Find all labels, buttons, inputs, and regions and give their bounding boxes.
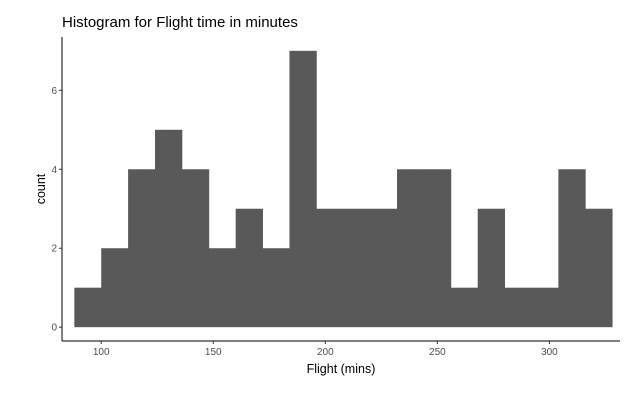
y-tick-label: 0 <box>51 323 57 334</box>
histogram-bar-27 <box>437 169 452 328</box>
histogram-bar-7 <box>168 129 183 328</box>
histogram-bar-2 <box>101 248 116 328</box>
histogram-bar-4 <box>128 169 142 328</box>
y-ticks-group: 0 2 4 6 <box>51 86 62 334</box>
histogram-bar-23 <box>383 208 398 328</box>
x-axis-label: Flight (mins) <box>307 362 376 376</box>
histogram-bar-33 <box>518 287 532 328</box>
y-tick-label: 6 <box>51 86 57 97</box>
histogram-bar-32 <box>504 287 519 328</box>
x-ticks-group: 100 150 200 250 300 <box>93 341 558 358</box>
histogram-bar-5 <box>141 169 156 328</box>
histogram-bar-8 <box>181 169 196 328</box>
histogram-bar-20 <box>343 208 358 328</box>
histogram-bar-3 <box>114 248 129 328</box>
histogram-bar-24 <box>397 169 411 328</box>
histogram-bar-26 <box>423 169 438 328</box>
histogram-bar-25 <box>410 169 425 328</box>
histogram-bar-36 <box>558 169 573 328</box>
histogram-bar-14 <box>262 248 277 328</box>
histogram-bar-9 <box>195 169 210 328</box>
histogram-bar-22 <box>370 208 384 328</box>
histogram-bar-0 <box>74 287 89 328</box>
x-tick-label: 200 <box>317 347 334 358</box>
histogram-bar-30 <box>477 208 492 328</box>
histogram-bar-37 <box>571 169 586 328</box>
histogram-bar-21 <box>356 208 371 328</box>
histogram-bar-12 <box>235 208 250 328</box>
x-tick-label: 100 <box>93 347 110 358</box>
histogram-bar-15 <box>276 248 290 328</box>
histogram-bar-38 <box>585 208 600 328</box>
histogram-bar-29 <box>464 287 479 328</box>
histogram-bar-34 <box>531 287 546 328</box>
x-tick-label: 150 <box>205 347 222 358</box>
histogram-bar-35 <box>544 287 559 328</box>
y-tick-label: 2 <box>51 244 57 255</box>
y-tick-label: 4 <box>51 165 57 176</box>
bars-group <box>74 50 613 328</box>
histogram-bar-19 <box>329 208 344 328</box>
histogram-bar-18 <box>316 208 331 328</box>
x-tick-label: 300 <box>541 347 558 358</box>
histogram-bar-13 <box>249 208 263 328</box>
histogram-bar-10 <box>208 248 223 328</box>
x-tick-label: 250 <box>429 347 446 358</box>
histogram-bar-31 <box>491 208 505 328</box>
y-axis-label: count <box>34 173 48 204</box>
histogram-bar-39 <box>598 208 613 328</box>
chart-title: Histogram for Flight time in minutes <box>62 14 298 31</box>
histogram-bar-11 <box>222 248 237 328</box>
histogram-bar-28 <box>450 287 465 328</box>
histogram-bar-17 <box>302 50 317 328</box>
histogram-bar-16 <box>289 50 304 328</box>
histogram-bar-1 <box>87 287 102 328</box>
histogram-bar-6 <box>155 129 169 328</box>
